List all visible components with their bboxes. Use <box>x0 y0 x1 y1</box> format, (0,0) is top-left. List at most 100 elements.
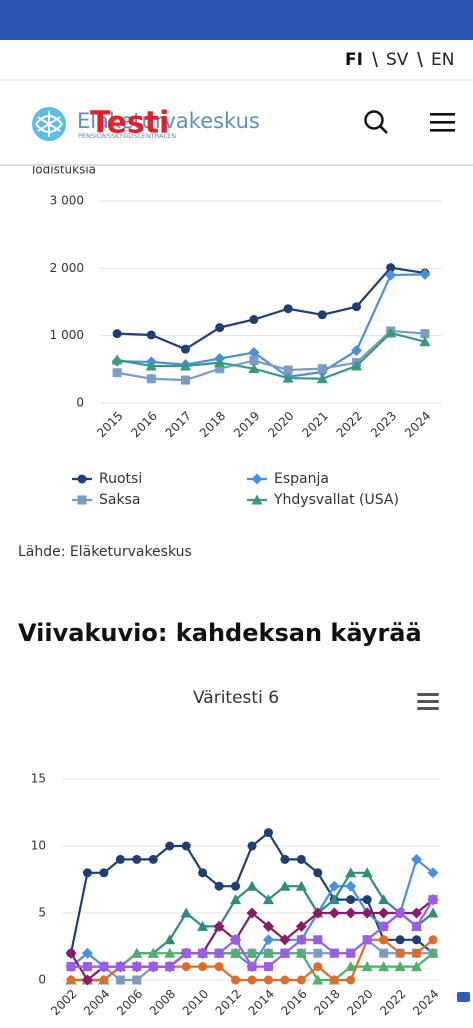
x-tick-label: 2016 <box>278 987 309 1018</box>
point <box>411 907 423 919</box>
point <box>280 854 290 864</box>
help-icon[interactable] <box>457 992 470 1002</box>
point <box>66 975 76 985</box>
point <box>346 975 356 985</box>
line <box>71 938 433 982</box>
point <box>282 372 294 383</box>
point <box>65 947 77 959</box>
point <box>181 841 191 851</box>
point <box>246 907 258 919</box>
logo-subtitle: PENSIONSSKYDDSCENTRALEN <box>78 132 176 140</box>
point <box>279 934 291 946</box>
point <box>249 315 259 325</box>
y-tick-label: 5 <box>38 906 46 920</box>
point <box>317 310 327 320</box>
point <box>164 947 176 958</box>
point <box>214 948 224 958</box>
point <box>295 920 307 932</box>
point <box>385 269 397 281</box>
point <box>81 947 93 959</box>
lang[interactable]: FI <box>345 50 363 70</box>
point <box>427 907 439 918</box>
point <box>280 948 290 958</box>
legend-label: Espanja <box>274 471 329 487</box>
point <box>328 894 340 905</box>
point <box>132 854 142 864</box>
lang[interactable]: SV <box>386 50 409 70</box>
lang[interactable]: EN <box>431 50 454 70</box>
point <box>145 360 157 371</box>
search[interactable] <box>364 110 388 134</box>
point <box>346 895 356 905</box>
point <box>395 908 405 918</box>
point <box>428 935 438 945</box>
y-tick-label: 1 000 <box>50 328 84 342</box>
point <box>111 354 123 365</box>
chart-menu[interactable] <box>417 693 439 710</box>
menu-bar <box>430 113 455 116</box>
point <box>115 962 125 972</box>
legend-label: Saksa <box>99 492 140 508</box>
point <box>361 867 373 878</box>
point <box>246 947 258 958</box>
point <box>81 974 93 986</box>
point <box>112 329 122 339</box>
point <box>198 948 208 958</box>
source: Lähde: Eläketurvakeskus <box>18 544 192 560</box>
point <box>361 961 373 972</box>
logo-pattern <box>35 111 64 137</box>
point <box>246 880 258 891</box>
menu[interactable] <box>430 113 455 132</box>
point <box>214 962 224 972</box>
point <box>165 962 175 972</box>
x-tick-label: 2024 <box>402 409 433 440</box>
point <box>115 975 125 985</box>
x-tick-label: 2016 <box>128 409 159 440</box>
point <box>283 304 293 314</box>
legend-marker <box>251 473 263 485</box>
x-tick-label: 2020 <box>344 987 375 1018</box>
point <box>132 962 142 972</box>
y-tick-label: 15 <box>31 772 46 786</box>
point <box>419 268 431 280</box>
line <box>116 329 425 382</box>
x-tick-label: 2006 <box>114 987 145 1018</box>
point <box>395 935 405 945</box>
point <box>280 975 290 985</box>
point <box>66 962 76 972</box>
point <box>262 894 274 905</box>
point <box>99 962 109 972</box>
logo[interactable]: Eläketurvakeskus PENSIONSSKYDDSCENTRALEN… <box>32 106 260 142</box>
legend-marker <box>77 495 87 505</box>
menu-bar <box>417 707 439 710</box>
point <box>329 948 339 958</box>
y-tick-label: 3 000 <box>50 194 84 208</box>
logo-badge: Testi <box>90 106 169 141</box>
point <box>395 948 405 958</box>
chart-title: Väritesti 6 <box>193 688 279 708</box>
legend-label: Ruotsi <box>99 471 142 487</box>
menu-bar <box>417 700 439 703</box>
point <box>345 907 357 919</box>
x-tick-label: 2002 <box>48 987 79 1018</box>
point <box>312 974 324 985</box>
point <box>180 360 191 371</box>
point <box>394 961 406 972</box>
point <box>379 948 389 958</box>
menu-bar <box>430 129 455 132</box>
point <box>231 975 241 985</box>
x-tick-label: 2021 <box>299 409 330 440</box>
point <box>215 323 225 333</box>
point <box>296 935 306 945</box>
logo-name: Eläketurvakeskus <box>77 109 260 133</box>
point <box>181 344 190 354</box>
x-tick-label: 2023 <box>368 409 399 440</box>
point <box>263 828 273 838</box>
point <box>148 962 158 972</box>
point <box>313 948 323 958</box>
point <box>112 368 122 378</box>
point <box>385 327 397 338</box>
point <box>283 365 293 375</box>
point <box>279 880 291 891</box>
